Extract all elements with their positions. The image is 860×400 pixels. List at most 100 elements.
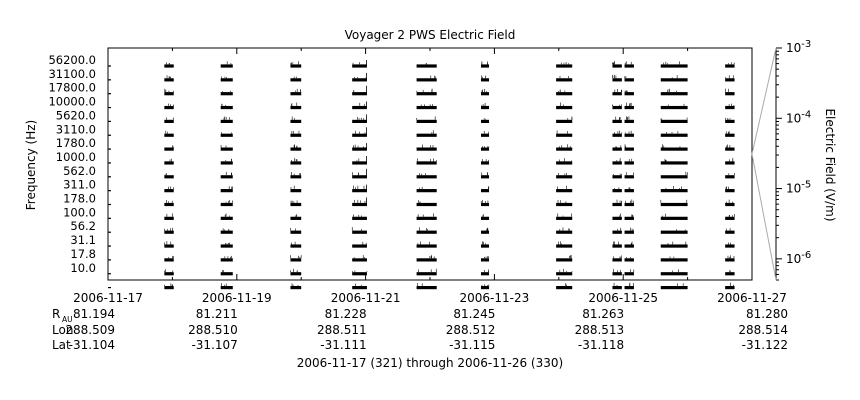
ephemeris-value: -31.118	[578, 338, 624, 352]
data-segment	[352, 78, 367, 82]
x-tick-label: 2006-11-23	[460, 291, 530, 305]
data-segment	[290, 64, 302, 68]
data-segment	[480, 78, 490, 82]
data-segment	[556, 78, 573, 82]
data-segment	[290, 133, 302, 137]
x-axis-label: 2006-11-17 (321) through 2006-11-26 (330…	[297, 356, 563, 370]
data-segment	[480, 272, 490, 276]
y-tick-label: 1000.0	[56, 150, 96, 164]
x-tick-label: 2006-11-25	[588, 291, 658, 305]
data-segment	[352, 175, 367, 179]
data-segment	[164, 272, 174, 276]
data-segment	[660, 244, 688, 248]
data-segment	[725, 244, 735, 248]
data-segment	[290, 230, 302, 234]
data-segment	[660, 147, 688, 151]
data-segment	[290, 202, 302, 207]
data-segment	[660, 133, 688, 137]
data-segment	[164, 147, 174, 151]
data-segment	[660, 92, 688, 96]
data-segment	[290, 105, 302, 110]
data-segment	[612, 119, 622, 123]
colorbar-tick-label: 10-6	[786, 250, 811, 266]
y-tick-label: 10000.0	[48, 95, 96, 109]
data-segment	[164, 78, 174, 82]
data-segment	[612, 92, 622, 96]
data-segment	[352, 258, 367, 262]
data-segment	[556, 230, 573, 234]
data-segment	[612, 272, 622, 276]
data-segment	[352, 216, 367, 220]
data-segment	[416, 92, 437, 96]
data-segment	[290, 286, 302, 290]
data-segment	[290, 189, 302, 193]
data-segment	[164, 92, 174, 96]
data-segment	[624, 258, 634, 262]
data-segment	[220, 216, 233, 220]
data-segment	[480, 202, 490, 207]
data-segment	[556, 105, 573, 110]
data-segment	[624, 244, 634, 248]
data-segment	[725, 92, 735, 96]
data-segment	[480, 216, 490, 220]
data-segment	[660, 258, 688, 262]
data-segment	[624, 133, 634, 137]
data-segment	[220, 64, 233, 68]
y-axis-label: Frequency (Hz)	[24, 120, 38, 211]
data-segment	[352, 119, 367, 123]
data-segment	[556, 92, 573, 96]
data-segment	[624, 202, 634, 207]
data-segment	[624, 119, 634, 123]
ephemeris-value: 288.510	[188, 323, 238, 337]
data-segment	[556, 202, 573, 207]
data-segment	[612, 147, 622, 151]
data-segment	[220, 147, 233, 151]
data-segment	[352, 244, 367, 248]
data-segment	[164, 105, 174, 110]
data-segment	[725, 258, 735, 262]
ephemeris-value: -31.122	[742, 338, 788, 352]
data-segment	[725, 161, 735, 165]
data-segment	[164, 133, 174, 137]
data-segment	[556, 244, 573, 248]
ephemeris-value: -31.104	[69, 338, 115, 352]
ephemeris-row-label: Lon	[52, 323, 73, 337]
data-segment	[660, 272, 688, 276]
data-segment	[416, 202, 437, 207]
y-tick-label: 3110.0	[56, 122, 96, 136]
y-tick-label: 17.8	[70, 247, 96, 261]
colorbar-connector	[751, 153, 777, 281]
data-segment	[480, 189, 490, 193]
data-segment	[480, 161, 490, 165]
data-segment	[220, 161, 233, 165]
data-segment	[556, 64, 573, 68]
data-segment	[612, 230, 622, 234]
ephemeris-row-label: Lat	[52, 338, 71, 352]
data-segment	[220, 230, 233, 234]
data-segment	[164, 230, 174, 234]
data-segment	[164, 216, 174, 220]
y-tick-label: 56200.0	[48, 53, 96, 67]
ephemeris-value: 81.228	[325, 307, 367, 321]
data-segment	[612, 161, 622, 165]
data-segment	[660, 78, 688, 82]
data-segment	[416, 216, 437, 220]
y-tick-label: 311.0	[63, 178, 96, 192]
data-segment	[480, 64, 490, 68]
data-segment	[624, 78, 634, 82]
ephemeris-value: 81.245	[453, 307, 495, 321]
data-segment	[290, 244, 302, 248]
y2-axis-label: Electric Field (V/m)	[823, 108, 837, 221]
data-segment	[416, 64, 437, 68]
data-segment	[725, 175, 735, 179]
data-segment	[624, 175, 634, 179]
data-segment	[556, 258, 573, 262]
data-segment	[624, 189, 634, 193]
data-segment	[556, 189, 573, 193]
data-segment	[612, 78, 622, 82]
data-segment	[164, 244, 174, 248]
data-segment	[612, 244, 622, 248]
data-segment	[164, 189, 174, 193]
x-tick-label: 2006-11-19	[202, 291, 272, 305]
data-segment	[220, 286, 233, 290]
